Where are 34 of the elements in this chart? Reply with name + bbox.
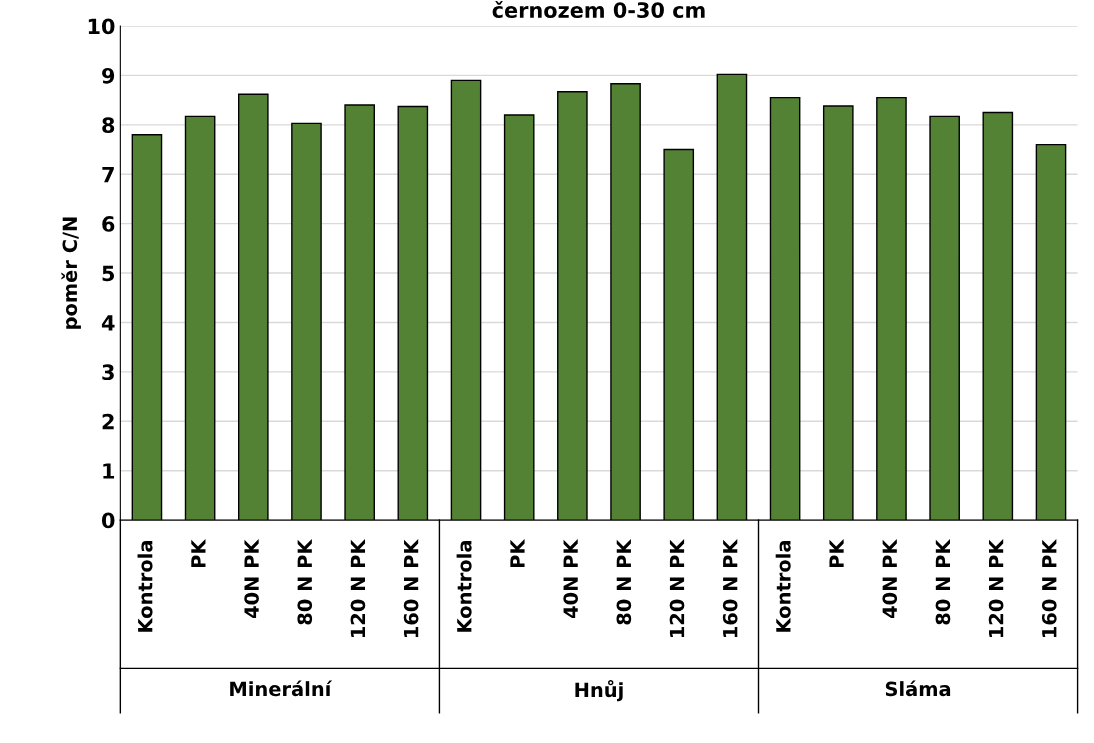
x-tick-label: PK [191,538,206,568]
x-tick-label: 40N PK [563,538,579,619]
y-tick-label: 10 [88,18,115,35]
text: Minerální [230,680,333,697]
y-tick-label: 2 [102,413,114,430]
y-tick-label: 3 [102,364,114,381]
x-tick-label: Kontrola [775,541,791,632]
x-tick-label: Kontrola [456,541,472,632]
x-tick-label: 40N PK [882,538,898,619]
x-tick-label: PK [829,538,844,568]
y-tick-label: 0 [101,512,115,529]
x-tick-label: PK [510,538,525,568]
x-tick-label: 40N PK [244,538,259,619]
text: Sláma [885,680,951,697]
text: Hnůj [575,679,623,702]
y-tick-label: 6 [102,216,115,232]
y-tick-label: 8 [102,117,115,134]
y-tick-label: 1 [103,463,115,479]
x-tick-label: 80 N PK [297,538,313,625]
y-tick-label: 7 [102,166,114,183]
x-tick-label: 80 N PK [935,538,951,625]
x-tick-label: 80 N PK [616,538,632,625]
x-tick-label: 120 N PK [350,538,366,638]
x-tick-label: 160 N PK [722,538,738,638]
y-tick-label: 5 [102,265,115,282]
x-tick-label: 120 N PK [669,538,685,638]
x-tick-label: 160 N PK [403,538,419,638]
x-tick-label: 120 N PK [988,538,1004,638]
chart-title: černozem 0-30 cm [492,1,705,18]
y-tick-label: 4 [101,315,115,331]
x-tick-label: 160 N PK [1041,538,1057,638]
y-tick-label: 9 [102,67,115,84]
x-tick-label: Kontrola [137,541,153,632]
y-axis-title: poměr C/N [61,217,81,329]
